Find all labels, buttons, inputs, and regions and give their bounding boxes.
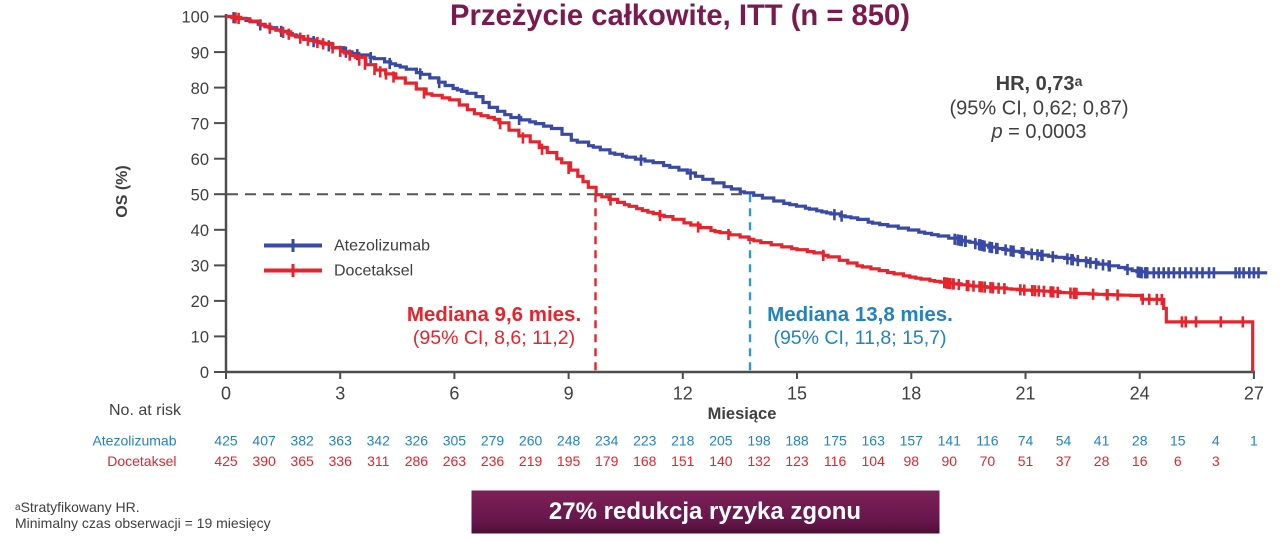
svg-text:15: 15 [1170,433,1186,449]
svg-text:198: 198 [747,433,771,449]
svg-text:6: 6 [449,384,459,404]
svg-text:260: 260 [519,433,543,449]
svg-text:28: 28 [1132,433,1148,449]
svg-text:286: 286 [405,453,429,469]
svg-text:363: 363 [329,433,353,449]
svg-text:140: 140 [709,453,733,469]
svg-text:74: 74 [1018,433,1034,449]
svg-text:p = 0,0003: p = 0,0003 [990,121,1086,143]
svg-text:70: 70 [191,115,209,133]
svg-text:70: 70 [980,453,996,469]
svg-text:3: 3 [335,384,345,404]
svg-text:425: 425 [214,453,238,469]
svg-text:141: 141 [938,433,962,449]
svg-text:151: 151 [671,453,695,469]
svg-text:21: 21 [1015,384,1035,404]
svg-text:342: 342 [367,433,391,449]
svg-text:279: 279 [481,433,505,449]
svg-text:175: 175 [823,433,847,449]
svg-text:OS (%): OS (%) [114,165,131,217]
svg-text:24: 24 [1130,384,1150,404]
svg-text:Docetaksel: Docetaksel [334,263,413,280]
svg-text:132: 132 [747,453,771,469]
svg-text:4: 4 [1212,433,1220,449]
svg-text:15: 15 [787,384,807,404]
svg-text:80: 80 [191,80,209,98]
svg-text:60: 60 [191,151,209,169]
svg-text:236: 236 [481,453,505,469]
svg-text:(95% CI, 0,62; 0,87): (95% CI, 0,62; 0,87) [950,98,1129,120]
svg-text:100: 100 [181,9,209,27]
svg-text:104: 104 [862,453,886,469]
svg-text:20: 20 [191,293,209,311]
svg-text:326: 326 [405,433,429,449]
svg-text:Atezolizumab: Atezolizumab [92,433,176,449]
svg-text:98: 98 [904,453,920,469]
svg-text:305: 305 [443,433,467,449]
svg-text:0: 0 [200,364,209,382]
svg-text:263: 263 [443,453,467,469]
svg-text:HR, 0,73a: HR, 0,73a [996,73,1083,95]
svg-text:116: 116 [824,453,847,469]
svg-text:407: 407 [252,433,276,449]
svg-text:50: 50 [191,186,209,204]
svg-text:248: 248 [557,433,581,449]
svg-text:157: 157 [900,433,924,449]
svg-text:40: 40 [191,222,209,240]
svg-text:116: 116 [976,433,999,449]
svg-text:179: 179 [595,453,619,469]
svg-text:0: 0 [221,384,231,404]
svg-text:9: 9 [564,384,574,404]
svg-text:30: 30 [191,258,209,276]
svg-text:Mediana 13,8 mies.: Mediana 13,8 mies. [767,303,953,326]
svg-text:Docetaksel: Docetaksel [107,453,176,469]
svg-text:27: 27 [1244,384,1264,404]
svg-text:365: 365 [290,453,314,469]
svg-text:No. at risk: No. at risk [109,402,182,419]
svg-text:219: 219 [519,453,543,469]
svg-text:188: 188 [785,433,809,449]
svg-text:336: 336 [329,453,353,469]
svg-text:90: 90 [942,453,958,469]
svg-text:425: 425 [214,433,238,449]
svg-text:Mediana 9,6 mies.: Mediana 9,6 mies. [407,303,581,326]
svg-text:6: 6 [1174,453,1182,469]
svg-text:54: 54 [1056,433,1072,449]
svg-text:163: 163 [862,433,886,449]
svg-text:(95% CI, 11,8; 15,7): (95% CI, 11,8; 15,7) [773,327,946,349]
svg-text:10: 10 [191,329,209,347]
svg-text:382: 382 [290,433,314,449]
svg-text:28: 28 [1094,453,1110,469]
svg-text:195: 195 [557,453,581,469]
svg-text:27% redukcja ryzyka zgonu: 27% redukcja ryzyka zgonu [549,498,861,525]
svg-text:16: 16 [1132,453,1148,469]
svg-text:12: 12 [673,384,693,404]
svg-text:205: 205 [709,433,733,449]
svg-text:(95% CI, 8,6; 11,2): (95% CI, 8,6; 11,2) [413,327,575,349]
svg-text:90: 90 [191,44,209,62]
svg-text:390: 390 [252,453,276,469]
svg-text:Przeżycie całkowite, ITT (n =: Przeżycie całkowite, ITT (n = 850) [450,0,910,32]
svg-text:311: 311 [367,453,390,469]
svg-text:3: 3 [1212,453,1220,469]
svg-text:37: 37 [1056,453,1072,469]
svg-text:1: 1 [1250,433,1258,449]
svg-text:Atezolizumab: Atezolizumab [334,238,430,255]
svg-text:223: 223 [633,433,657,449]
svg-text:41: 41 [1094,433,1110,449]
svg-text:218: 218 [671,433,695,449]
svg-text:Minimalny czas obserwacji = 19: Minimalny czas obserwacji = 19 miesięcy [15,515,271,531]
svg-text:123: 123 [785,453,809,469]
svg-text:aStratyfikowany HR.: aStratyfikowany HR. [15,499,140,515]
svg-text:234: 234 [595,433,619,449]
svg-text:18: 18 [901,384,921,404]
svg-text:51: 51 [1018,453,1034,469]
svg-text:Miesiące: Miesiące [708,405,777,423]
svg-text:168: 168 [633,453,657,469]
